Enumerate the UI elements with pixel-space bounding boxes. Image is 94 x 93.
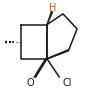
Polygon shape (47, 11, 53, 25)
Text: Cl: Cl (63, 78, 72, 88)
Text: H: H (49, 3, 57, 13)
Text: O: O (26, 78, 34, 88)
Polygon shape (47, 49, 69, 59)
